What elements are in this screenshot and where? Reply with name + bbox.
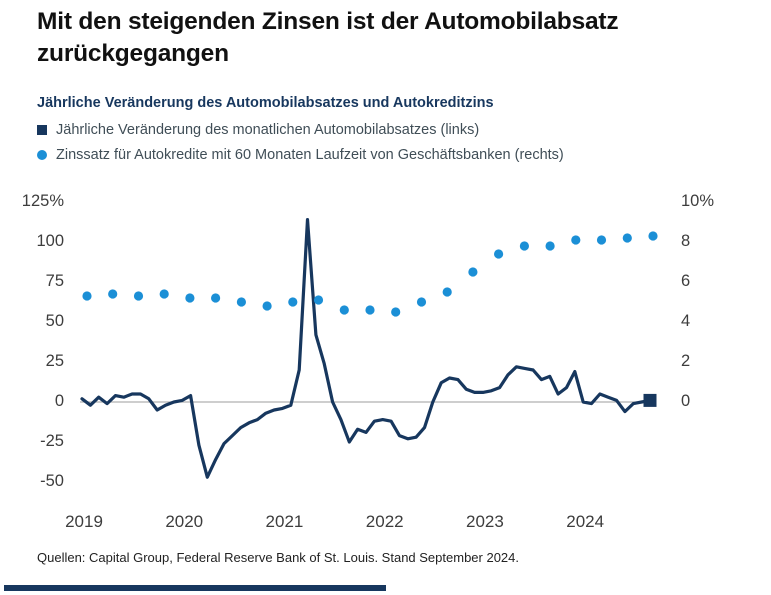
loan-rate-dot: [519, 241, 530, 251]
x-axis-year-label: 2019: [65, 512, 103, 531]
y-axis-right-label: 0: [681, 392, 691, 410]
loan-rate-dot: [391, 307, 401, 317]
x-axis-year-label: 2021: [265, 512, 304, 531]
loan-rate-dot: [236, 297, 246, 307]
y-axis-left-label: 0: [54, 392, 64, 410]
loan-rate-dot: [571, 235, 581, 245]
loan-rate-dot: [365, 305, 375, 315]
loan-rate-dot: [545, 241, 555, 251]
plot-svg: [80, 218, 658, 479]
x-axis-year-label: 2023: [466, 512, 504, 531]
y-axis-left-label: -50: [40, 472, 64, 490]
loan-rate-dot: [262, 301, 272, 311]
loan-rate-dot: [339, 305, 349, 315]
page-title: Mit den steigenden Zinsen ist der Automo…: [37, 8, 619, 67]
chart-legend: Jährliche Veränderung des monatlichen Au…: [37, 117, 564, 167]
legend-item-sales: Jährliche Veränderung des monatlichen Au…: [37, 117, 564, 142]
y-axis-right-label: 4: [681, 312, 691, 330]
loan-rate-dot: [133, 291, 144, 301]
loan-rate-dot: [442, 287, 452, 297]
circle-marker-icon: [37, 149, 47, 160]
loan-rate-dot: [416, 297, 427, 307]
x-axis-year-label: 2022: [365, 512, 404, 531]
loan-rate-dot: [622, 233, 632, 243]
loan-rate-dot: [82, 291, 92, 301]
y-axis-right-label: 6: [681, 272, 691, 290]
loan-rate-dot: [159, 289, 169, 299]
y-axis-left: 125% 100 75 50 25 0 -25 -50: [0, 190, 64, 540]
y-axis-right-label: 10%: [681, 192, 715, 210]
chart-plot-area: 125% 100 75 50 25 0 -25 -50 10% 8 6 4 2 0 2019 2020 20…: [0, 190, 771, 540]
legend-label-rate: Zinssatz für Autokredite mit 60 Monaten …: [56, 146, 564, 163]
footer-accent-bar: [4, 585, 386, 591]
y-axis-left-label: 75: [45, 272, 64, 290]
loan-rate-dot: [596, 235, 607, 245]
y-axis-left-label: 100: [36, 232, 64, 250]
auto-sales-line: [80, 218, 652, 479]
legend-label-sales: Jährliche Veränderung des monatlichen Au…: [56, 121, 480, 138]
legend-item-rate: Zinssatz für Autokredite mit 60 Monaten …: [37, 142, 564, 167]
y-axis-left-label: -25: [40, 432, 64, 450]
x-axis-year-label: 2024: [566, 512, 605, 531]
y-axis-right: 10% 8 6 4 2 0: [681, 190, 751, 540]
loan-rate-dot: [211, 293, 221, 303]
loan-rate-dot: [648, 231, 658, 241]
y-axis-right-label: 2: [681, 352, 691, 370]
x-axis-year-label: 2020: [165, 512, 204, 531]
y-axis-left-label: 25: [45, 352, 64, 370]
loan-rate-dot: [468, 267, 478, 277]
series-end-marker: [643, 393, 657, 407]
loan-rate-dot: [313, 295, 324, 305]
y-axis-right-label: 8: [681, 232, 691, 250]
source-note: Quellen: Capital Group, Federal Reserve …: [37, 550, 519, 565]
loan-rate-dot: [494, 249, 504, 259]
chart-subtitle: Jährliche Veränderung des Automobilabsat…: [37, 95, 494, 111]
loan-rate-dot: [288, 297, 298, 307]
square-marker-icon: [37, 124, 47, 135]
loan-rate-dot: [185, 293, 195, 303]
y-axis-left-label: 50: [45, 312, 64, 330]
y-axis-left-label: 125%: [21, 192, 64, 210]
loan-rate-dot: [108, 289, 118, 299]
